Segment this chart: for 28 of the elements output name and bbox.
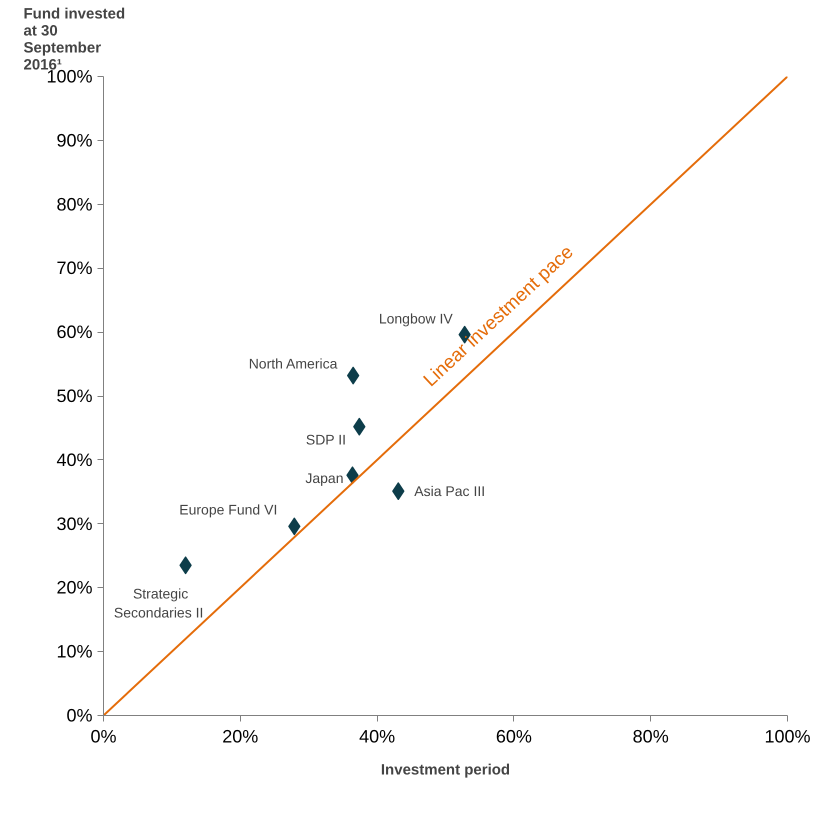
annotation: SDP II [306,432,346,448]
x-tick-label: 0% [90,726,117,746]
point [179,556,192,574]
annotation: Europe Fund VI [179,501,278,518]
y-tick-label: 0% [66,706,92,726]
annotation: Longbow IV [378,310,454,327]
y-tick-label: 80% [56,194,93,214]
annotation: North America [248,356,338,372]
x-axis-title: Investment period [380,762,510,778]
x-tick-label: 40% [359,726,396,746]
y-tick-label: 10% [56,642,93,662]
annotation: Asia Pac III [414,483,486,500]
x-tick-label: 80% [632,726,669,746]
y-tick-label: 70% [56,258,93,278]
annotation: Strategic Secondaries II [114,585,204,621]
x-tick-label: 100% [764,726,811,746]
point [346,466,359,484]
y-tick-label: 40% [56,450,93,470]
y-tick-label: 20% [56,578,93,598]
y-tick-label: 60% [56,322,93,342]
y-tick-label: 50% [56,386,93,406]
y-tick-label: 90% [56,130,93,150]
x-tick-label: 20% [222,726,258,746]
y-tick-label: 30% [56,514,93,534]
annotation: Japan [305,470,344,486]
x-tick-label: 60% [496,726,532,746]
point [288,517,301,536]
point [346,366,360,385]
